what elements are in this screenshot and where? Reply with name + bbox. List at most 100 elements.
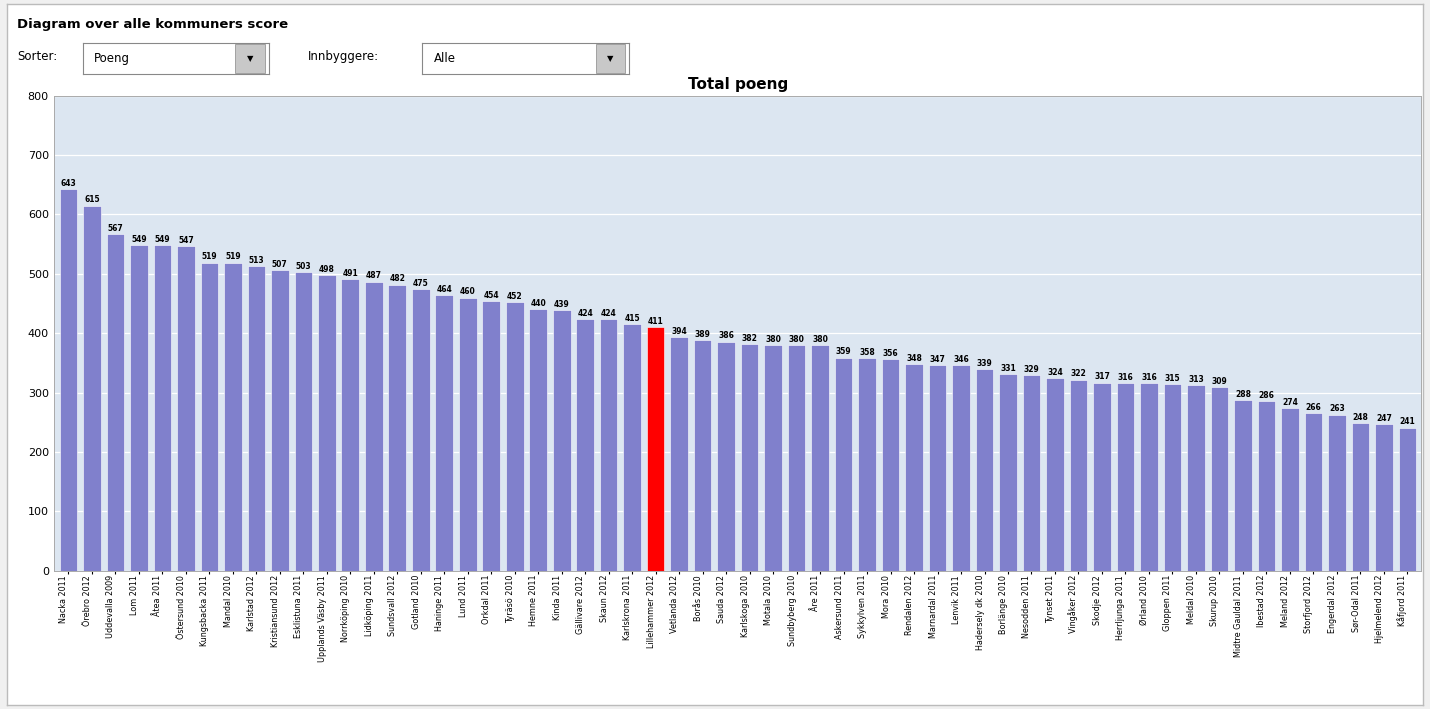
Text: 503: 503 xyxy=(296,262,312,271)
Bar xyxy=(107,234,124,571)
Bar xyxy=(1257,401,1276,571)
Text: 247: 247 xyxy=(1376,414,1391,423)
Text: 452: 452 xyxy=(506,292,522,301)
Bar xyxy=(928,364,947,571)
Bar xyxy=(317,275,336,571)
Text: 424: 424 xyxy=(578,309,593,318)
Bar xyxy=(295,272,312,571)
Bar xyxy=(646,327,665,571)
Text: ▼: ▼ xyxy=(608,54,613,63)
Bar xyxy=(882,359,899,571)
Bar xyxy=(247,266,265,571)
Text: Innbyggere:: Innbyggere: xyxy=(307,50,379,63)
Bar xyxy=(1070,379,1087,571)
Text: 380: 380 xyxy=(812,335,828,344)
Text: 348: 348 xyxy=(907,354,922,363)
Text: Sorter:: Sorter: xyxy=(17,50,57,63)
Bar xyxy=(1164,384,1181,571)
Text: 498: 498 xyxy=(319,265,335,274)
Text: 547: 547 xyxy=(177,236,193,245)
Bar xyxy=(1211,387,1228,571)
Text: 460: 460 xyxy=(460,287,476,296)
Bar xyxy=(272,269,289,571)
Text: 440: 440 xyxy=(531,299,546,308)
Bar xyxy=(811,345,829,571)
Bar xyxy=(342,279,359,571)
Bar xyxy=(1022,375,1040,571)
Bar xyxy=(412,289,429,571)
Bar xyxy=(1399,428,1416,571)
Text: 359: 359 xyxy=(835,347,851,357)
Text: 513: 513 xyxy=(249,256,265,265)
Text: 331: 331 xyxy=(1000,364,1015,373)
Bar xyxy=(694,340,712,571)
Text: 288: 288 xyxy=(1236,389,1251,398)
Text: Alle: Alle xyxy=(435,52,456,65)
Text: 389: 389 xyxy=(695,330,711,339)
Bar xyxy=(718,342,735,571)
Text: 475: 475 xyxy=(413,279,429,288)
Text: 386: 386 xyxy=(718,331,734,340)
Bar xyxy=(741,344,758,571)
Text: 266: 266 xyxy=(1306,403,1321,412)
Text: 424: 424 xyxy=(601,309,616,318)
Text: 394: 394 xyxy=(671,327,686,335)
Text: 346: 346 xyxy=(954,355,970,364)
Text: 519: 519 xyxy=(225,252,240,262)
Text: 482: 482 xyxy=(389,274,405,284)
Bar xyxy=(905,364,922,571)
Text: 241: 241 xyxy=(1400,418,1416,426)
Bar xyxy=(975,369,994,571)
Bar xyxy=(1234,400,1251,571)
Text: 316: 316 xyxy=(1118,373,1134,382)
Text: 549: 549 xyxy=(132,235,147,244)
Bar xyxy=(1304,413,1323,571)
Text: 324: 324 xyxy=(1047,368,1062,377)
Bar xyxy=(506,302,523,571)
Text: 491: 491 xyxy=(342,269,358,278)
Bar xyxy=(553,310,571,571)
Bar xyxy=(1187,385,1204,571)
Text: 380: 380 xyxy=(765,335,781,344)
Bar xyxy=(764,345,782,571)
Bar xyxy=(225,262,242,571)
Bar xyxy=(459,298,476,571)
Text: 263: 263 xyxy=(1328,404,1344,413)
Text: 454: 454 xyxy=(483,291,499,300)
Text: 358: 358 xyxy=(859,348,875,357)
Text: 339: 339 xyxy=(977,359,992,368)
Bar xyxy=(200,262,219,571)
Text: 643: 643 xyxy=(60,179,76,188)
Bar xyxy=(60,189,77,571)
Text: ▼: ▼ xyxy=(247,54,253,63)
Text: 464: 464 xyxy=(436,285,452,294)
Text: 615: 615 xyxy=(84,196,100,204)
Text: 411: 411 xyxy=(648,316,664,325)
Text: 380: 380 xyxy=(789,335,805,344)
Bar xyxy=(130,245,147,571)
Bar xyxy=(389,284,406,571)
Bar xyxy=(153,245,172,571)
Text: 274: 274 xyxy=(1281,398,1298,407)
Bar xyxy=(788,345,805,571)
Bar xyxy=(1351,423,1369,571)
Bar xyxy=(1047,379,1064,571)
Bar xyxy=(83,206,100,571)
Bar xyxy=(436,295,453,571)
Text: 487: 487 xyxy=(366,272,382,280)
Bar xyxy=(835,357,852,571)
Bar xyxy=(1376,424,1393,571)
Text: 329: 329 xyxy=(1024,365,1040,374)
Bar xyxy=(529,309,548,571)
Text: 415: 415 xyxy=(625,314,641,323)
Text: 316: 316 xyxy=(1141,373,1157,382)
Bar xyxy=(365,281,383,571)
Text: 567: 567 xyxy=(107,224,123,233)
Text: 382: 382 xyxy=(742,334,758,342)
Bar xyxy=(1281,408,1298,571)
Bar xyxy=(623,324,641,571)
Bar xyxy=(1117,383,1134,571)
FancyBboxPatch shape xyxy=(236,44,265,73)
Bar xyxy=(599,319,618,571)
Text: 313: 313 xyxy=(1188,374,1204,384)
